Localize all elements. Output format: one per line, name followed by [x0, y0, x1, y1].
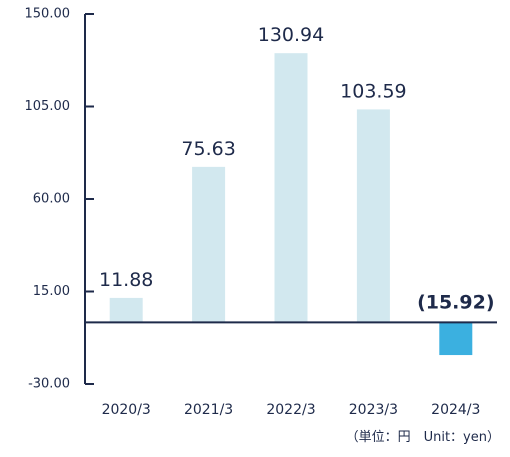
bar [356, 109, 390, 323]
x-tick-label: 2023/3 [349, 402, 398, 418]
unit-note: （単位：円 Unit：yen） [346, 429, 500, 445]
data-label: 11.88 [99, 269, 153, 291]
y-tick-label: -30.00 [28, 377, 70, 392]
y-tick-label: 15.00 [33, 284, 70, 299]
x-tick-label: 2022/3 [266, 402, 315, 418]
x-tick-label: 2024/3 [431, 402, 480, 418]
data-label: (15.92) [417, 291, 494, 313]
x-tick-label: 2020/3 [102, 402, 151, 418]
bar [192, 166, 226, 323]
y-tick-label: 150.00 [25, 7, 71, 22]
data-label: 130.94 [258, 24, 324, 46]
bar [439, 322, 473, 356]
x-axis-labels: 2020/3 2021/3 2022/3 2023/3 2024/3 [102, 402, 481, 418]
y-tick-label: 60.00 [33, 192, 70, 207]
bars [109, 53, 473, 356]
bar [109, 297, 143, 323]
y-axis-ticks: 150.00 105.00 60.00 15.00 -30.00 [25, 7, 94, 392]
bar [274, 53, 308, 323]
y-tick-label: 105.00 [25, 99, 71, 114]
x-tick-label: 2021/3 [184, 402, 233, 418]
data-label: 103.59 [340, 80, 406, 102]
value-labels: 11.88 75.63 130.94 103.59 (15.92) [99, 24, 495, 313]
data-label: 75.63 [181, 138, 235, 160]
